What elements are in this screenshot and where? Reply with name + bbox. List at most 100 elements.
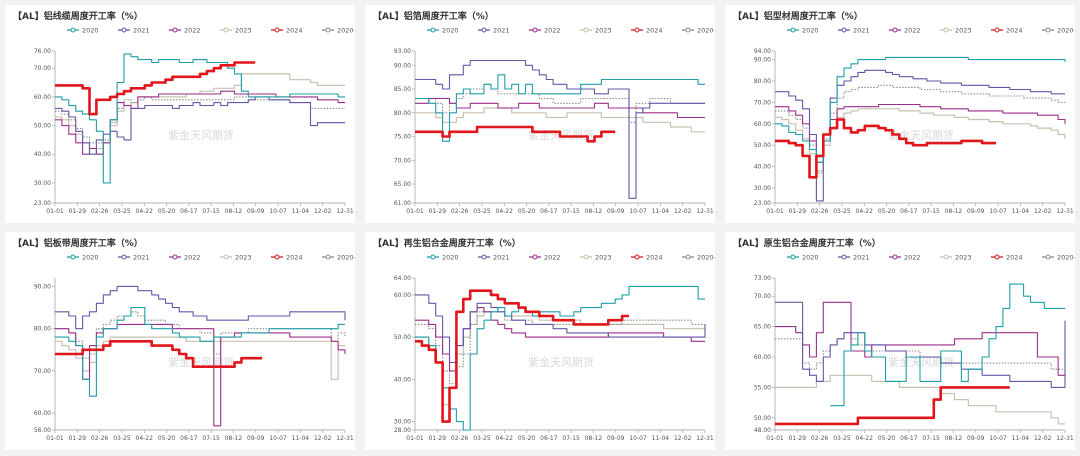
legend-item-avg[interactable]: 2020-2023均值 (322, 253, 355, 262)
legend-item-2022[interactable]: 2022 (889, 254, 921, 262)
watermark: 紫金天风期货 (888, 355, 954, 369)
legend-marker-2024 (994, 27, 1000, 33)
chart-title: 【AL】铝箔周度开工率（%） (373, 10, 494, 22)
legend-marker-2022 (532, 27, 538, 33)
legend-label-2022: 2022 (184, 27, 201, 35)
watermark: 紫金天风期货 (168, 128, 234, 142)
x-tick-label: 01-29 (69, 208, 87, 215)
legend-label-2024: 2024 (286, 254, 303, 262)
legend-item-2020[interactable]: 2020 (67, 254, 99, 262)
legend-label-2020: 2020 (82, 27, 99, 35)
x-tick-label: 12-02 (1034, 435, 1052, 442)
x-tick-label: 12-02 (314, 208, 332, 215)
legend-item-2024[interactable]: 2024 (631, 27, 663, 35)
x-tick-label: 11-04 (1012, 435, 1030, 442)
legend-item-avg[interactable]: 2020-2023均值 (322, 26, 355, 35)
series-line-2020 (415, 285, 705, 431)
y-tick-label: 70.00 (34, 368, 51, 375)
y-tick-label: 30.00 (34, 180, 51, 187)
legend-item-avg[interactable]: 2020-2023均值 (682, 26, 715, 35)
legend-marker-2021 (121, 27, 127, 33)
x-tick-label: 04-22 (496, 435, 514, 442)
x-tick-label: 12-02 (314, 435, 332, 442)
legend-marker-2022 (892, 254, 898, 260)
legend-item-2022[interactable]: 2022 (889, 27, 921, 35)
legend-marker-avg (1045, 27, 1051, 33)
series-line-2020 (775, 56, 1066, 163)
legend-marker-2024 (274, 254, 280, 260)
legend-item-2020[interactable]: 2020 (67, 27, 99, 35)
legend-item-2021[interactable]: 2021 (478, 27, 510, 35)
legend-item-2023[interactable]: 2023 (220, 254, 252, 262)
legend-label-2020: 2020 (802, 254, 819, 262)
legend-item-2023[interactable]: 2023 (940, 254, 972, 262)
legend-label-2021: 2021 (853, 27, 870, 35)
legend-label-2020: 2020 (442, 254, 459, 262)
legend-item-2023[interactable]: 2023 (220, 27, 252, 35)
x-tick-label: 09-09 (967, 435, 985, 442)
y-tick-label: 60.00 (34, 410, 51, 417)
y-tick-label: 93.00 (394, 48, 411, 55)
legend-item-2024[interactable]: 2024 (271, 27, 303, 35)
legend-item-2020[interactable]: 2020 (787, 27, 819, 35)
x-tick-label: 02-26 (451, 208, 469, 215)
x-tick-label: 06-17 (900, 435, 918, 442)
legend-item-2021[interactable]: 2021 (478, 254, 510, 262)
x-tick-label: 01-29 (789, 208, 807, 215)
legend-item-2021[interactable]: 2021 (838, 27, 870, 35)
legend-item-avg[interactable]: 2020-2023均值 (1042, 26, 1075, 35)
legend-item-2024[interactable]: 2024 (271, 254, 303, 262)
legend-marker-2021 (841, 27, 847, 33)
legend-item-2023[interactable]: 2023 (580, 27, 612, 35)
legend-item-2020[interactable]: 2020 (427, 254, 459, 262)
x-tick-label: 04-22 (496, 208, 514, 215)
legend-item-2020[interactable]: 2020 (787, 254, 819, 262)
legend-item-2020[interactable]: 2020 (427, 27, 459, 35)
y-tick-label: 90.00 (754, 57, 771, 64)
y-tick-label: 28.00 (394, 427, 411, 434)
legend-item-2024[interactable]: 2024 (631, 254, 663, 262)
series-line-2024 (55, 340, 263, 368)
y-tick-label: 65.00 (754, 324, 771, 331)
chart-svg: 【AL】铝型材周度开工率（%） 2020 2021 2022 2023 2024 2020-… (733, 10, 1075, 215)
legend-label-2023: 2023 (595, 254, 612, 262)
x-tick-label: 12-31 (696, 208, 714, 215)
legend-item-2023[interactable]: 2023 (580, 254, 612, 262)
x-tick-label: 03-25 (473, 435, 491, 442)
panel-recycled-alloy: 【AL】再生铝合金周度开工率（%） 2020 2021 2022 2023 2024 202… (365, 232, 715, 450)
y-tick-label: 61.00 (394, 200, 411, 207)
legend-item-2023[interactable]: 2023 (940, 27, 972, 35)
legend-marker-avg (1045, 254, 1051, 260)
legend-item-2024[interactable]: 2024 (991, 254, 1023, 262)
y-tick-label: 80.00 (394, 110, 411, 117)
y-tick-label: 85.00 (394, 86, 411, 93)
legend-item-2021[interactable]: 2021 (118, 254, 150, 262)
legend-item-2022[interactable]: 2022 (169, 254, 201, 262)
legend-item-2022[interactable]: 2022 (529, 27, 561, 35)
legend-item-avg[interactable]: 2020-2023均值 (682, 253, 715, 262)
x-tick-label: 02-26 (811, 435, 829, 442)
legend-label-avg: 2020-2023均值 (697, 253, 715, 262)
series-line-2023 (775, 374, 1065, 425)
legend-item-2024[interactable]: 2024 (991, 27, 1023, 35)
legend-item-2022[interactable]: 2022 (529, 254, 561, 262)
legend-item-2021[interactable]: 2021 (118, 27, 150, 35)
x-tick-label: 10-07 (989, 208, 1007, 215)
legend-marker-2021 (481, 27, 487, 33)
legend-label-avg: 2020-2023均值 (697, 26, 715, 35)
y-tick-label: 50.00 (754, 142, 771, 149)
legend-item-avg[interactable]: 2020-2023均值 (1042, 253, 1075, 262)
x-tick-label: 04-22 (136, 435, 154, 442)
legend-item-2021[interactable]: 2021 (838, 254, 870, 262)
x-tick-label: 07-15 (562, 208, 580, 215)
legend-marker-2022 (892, 27, 898, 33)
x-tick-label: 12-31 (336, 435, 354, 442)
x-tick-label: 11-04 (652, 208, 670, 215)
series-line-2021 (55, 96, 345, 155)
series-line-2024 (775, 386, 1010, 426)
y-tick-label: 56.00 (34, 427, 51, 434)
x-tick-label: 12-02 (674, 435, 692, 442)
x-tick-label: 04-22 (136, 208, 154, 215)
legend-item-2022[interactable]: 2022 (169, 27, 201, 35)
x-tick-label: 12-31 (1056, 435, 1074, 442)
